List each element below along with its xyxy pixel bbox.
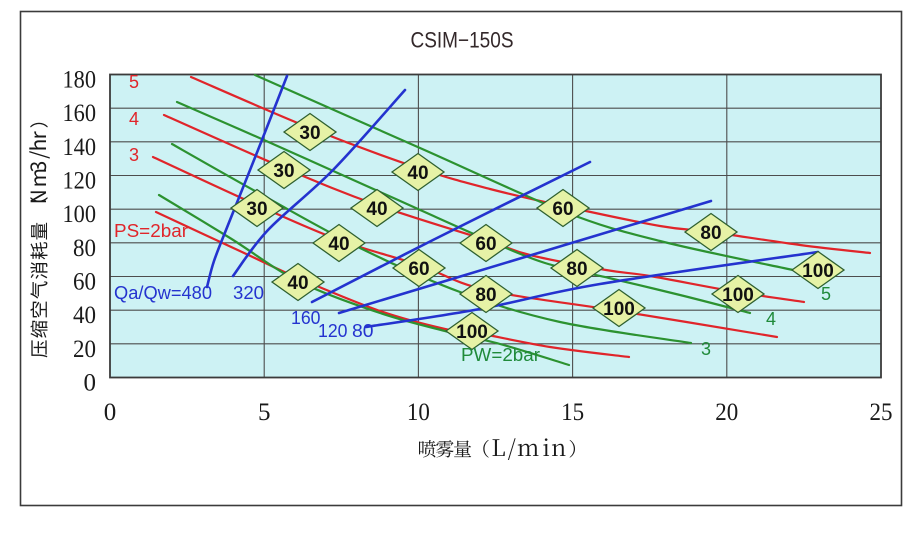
svg-text:0: 0: [104, 399, 117, 426]
svg-text:4: 4: [766, 309, 776, 329]
svg-text:120: 120: [63, 168, 97, 195]
svg-text:Qa/Qw=480: Qa/Qw=480: [114, 283, 212, 303]
svg-text:30: 30: [273, 161, 294, 182]
svg-text:40: 40: [407, 163, 428, 184]
svg-text:40: 40: [328, 234, 349, 255]
svg-text:5: 5: [129, 72, 139, 92]
svg-text:30: 30: [246, 199, 267, 220]
svg-text:4: 4: [129, 109, 139, 129]
svg-text:30: 30: [299, 123, 320, 144]
svg-text:160: 160: [63, 100, 97, 127]
svg-text:25: 25: [870, 399, 893, 426]
svg-text:100: 100: [722, 285, 754, 306]
svg-text:160: 160: [291, 308, 321, 328]
svg-text:15: 15: [561, 399, 584, 426]
svg-text:80: 80: [700, 223, 721, 244]
svg-text:80: 80: [475, 285, 496, 306]
svg-text:3: 3: [701, 339, 711, 359]
svg-text:40: 40: [366, 199, 387, 220]
svg-text:40: 40: [287, 273, 308, 294]
svg-text:PS=2bar: PS=2bar: [114, 221, 188, 241]
svg-text:40: 40: [73, 302, 96, 329]
svg-text:80: 80: [352, 321, 374, 341]
svg-text:5: 5: [821, 284, 831, 304]
svg-text:60: 60: [475, 234, 496, 255]
svg-text:PW=2bar: PW=2bar: [461, 345, 540, 365]
svg-text:100: 100: [63, 201, 97, 228]
svg-text:60: 60: [73, 269, 96, 296]
svg-text:80: 80: [73, 235, 96, 262]
svg-text:100: 100: [802, 261, 834, 282]
svg-text:120: 120: [318, 321, 348, 341]
svg-text:100: 100: [456, 322, 488, 343]
svg-text:20: 20: [73, 336, 96, 363]
svg-text:80: 80: [566, 259, 587, 280]
svg-text:320: 320: [233, 283, 264, 303]
svg-text:180: 180: [63, 67, 97, 94]
svg-text:100: 100: [603, 299, 635, 320]
svg-text:60: 60: [408, 259, 429, 280]
svg-text:CSIM−150S: CSIM−150S: [411, 28, 514, 53]
svg-text:60: 60: [552, 199, 573, 220]
svg-text:5: 5: [258, 399, 271, 426]
svg-text:140: 140: [63, 134, 97, 161]
svg-text:10: 10: [407, 399, 430, 426]
svg-text:3: 3: [129, 145, 139, 165]
svg-text:20: 20: [715, 399, 738, 426]
svg-text:0: 0: [84, 370, 97, 397]
